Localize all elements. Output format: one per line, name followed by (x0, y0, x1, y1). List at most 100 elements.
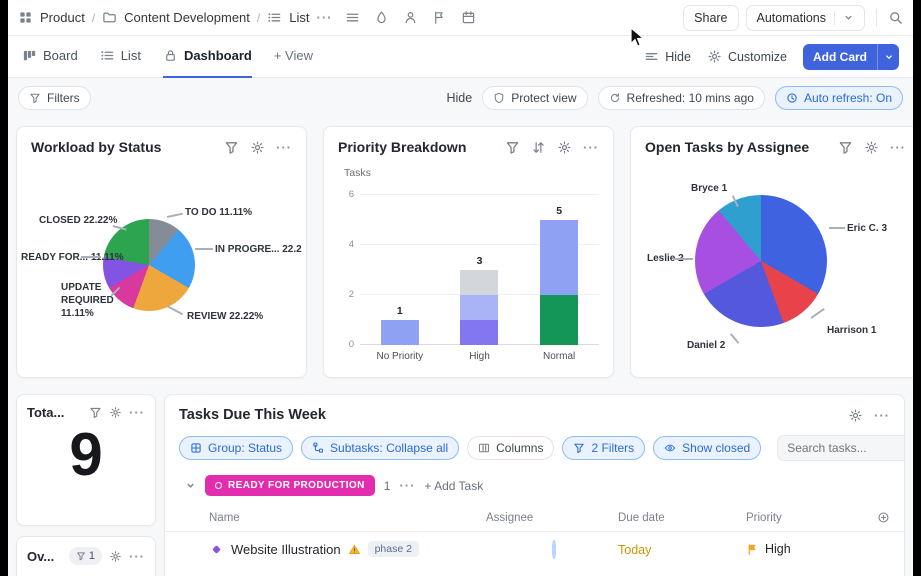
funnel-icon[interactable] (89, 406, 102, 419)
space-grid-icon[interactable] (18, 10, 33, 25)
add-card-dropdown-button[interactable] (877, 43, 899, 70)
show-closed-button[interactable]: Show closed (653, 436, 762, 460)
bar-segment[interactable] (540, 295, 579, 345)
ellipsis-icon[interactable]: ··· (583, 139, 599, 155)
sort-icon[interactable] (531, 140, 546, 155)
breadcrumb-product[interactable]: Product (40, 10, 85, 25)
group-by-button[interactable]: Group: Status (179, 436, 294, 460)
ellipsis-icon[interactable]: ··· (276, 139, 292, 155)
gear-icon[interactable] (864, 140, 879, 155)
card-title: Tota... (27, 405, 65, 420)
refreshed-button[interactable]: Refreshed: 10 mins ago (597, 86, 765, 110)
search-icon[interactable] (888, 10, 903, 25)
customize-button[interactable]: Customize (707, 49, 787, 64)
bar-high[interactable]: 3 (460, 255, 499, 345)
chevron-down-icon[interactable] (185, 480, 196, 491)
y-tick-label: 0 (348, 339, 354, 350)
ellipsis-icon[interactable]: ··· (129, 548, 145, 564)
filters-label: Filters (47, 91, 80, 105)
shield-icon (493, 92, 505, 104)
filter-row: Filters Hide Protect view Refreshed: 10 … (8, 78, 913, 118)
funnel-icon (573, 442, 585, 454)
gear-icon[interactable] (557, 140, 572, 155)
task-name[interactable]: Website Illustration (231, 541, 341, 557)
gear-icon[interactable] (109, 550, 122, 563)
droplet-icon[interactable] (374, 10, 389, 25)
assignee-pie[interactable] (695, 195, 827, 327)
list-icon (267, 10, 282, 25)
y-tick-label: 6 (348, 189, 354, 200)
hide-button[interactable]: Hide (446, 91, 473, 105)
breadcrumb-space[interactable]: Content Development (124, 10, 250, 25)
ellipsis-icon[interactable]: ··· (399, 478, 416, 493)
search-tasks-input[interactable] (777, 435, 904, 461)
funnel-icon (76, 551, 86, 561)
funnel-icon[interactable] (224, 140, 239, 155)
add-column-button[interactable] (866, 511, 890, 524)
status-badge[interactable]: READY FOR PRODUCTION (205, 475, 375, 496)
workload-pie[interactable] (103, 219, 195, 311)
person-icon[interactable] (403, 10, 418, 25)
lock-icon (163, 48, 178, 63)
auto-refresh-toggle[interactable]: Auto refresh: On (774, 86, 903, 110)
subtask-icon (312, 442, 324, 454)
task-tag[interactable]: phase 2 (367, 541, 419, 557)
bar-no-priority[interactable]: 1 (380, 305, 419, 345)
due-date[interactable]: Today (618, 542, 652, 557)
automations-button[interactable]: Automations (745, 4, 865, 31)
assignee-avatar[interactable] (552, 539, 556, 559)
filters-button[interactable]: 2 Filters (562, 436, 646, 460)
bar-normal[interactable]: 5 (540, 205, 579, 345)
share-button[interactable]: Share (683, 4, 739, 31)
card-total-tasks: Tota... ··· 9 (16, 394, 156, 526)
filter-count-badge[interactable]: 1 (68, 547, 102, 565)
gear-icon[interactable] (109, 406, 122, 419)
column-header-due-date[interactable]: Due date (618, 511, 665, 524)
column-header-name[interactable]: Name (209, 511, 240, 524)
funnel-icon[interactable] (838, 140, 853, 155)
add-card-button[interactable]: Add Card (803, 43, 877, 70)
column-header-assignee[interactable]: Assignee (486, 511, 534, 524)
bar-segment[interactable] (460, 295, 499, 320)
calendar-icon[interactable] (461, 10, 476, 25)
bar-segment[interactable] (460, 320, 499, 345)
leader-line (166, 212, 183, 218)
flag-icon[interactable] (432, 10, 447, 25)
protect-view-button[interactable]: Protect view (482, 86, 588, 110)
ellipsis-icon[interactable]: ··· (874, 407, 890, 423)
status-diamond-icon[interactable] (209, 542, 224, 557)
funnel-icon[interactable] (505, 140, 520, 155)
tab-dashboard[interactable]: Dashboard (162, 36, 252, 78)
bottom-left-column: Tota... ··· 9 Ov... 1 (16, 394, 156, 576)
protect-view-label: Protect view (511, 91, 577, 105)
hide-sidebar-button[interactable]: Hide (644, 49, 691, 64)
card-actions: ··· (838, 140, 906, 155)
breadcrumb-view[interactable]: List (289, 10, 310, 25)
subtasks-button[interactable]: Subtasks: Collapse all (301, 436, 460, 460)
ellipsis-icon[interactable]: ··· (890, 139, 906, 155)
tab-list[interactable]: List (100, 36, 141, 78)
filters-button[interactable]: Filters (18, 86, 91, 110)
gear-icon[interactable] (848, 408, 863, 423)
table-row[interactable]: Website Illustration phase 2 Today High (165, 532, 904, 566)
priority-value[interactable]: High (765, 542, 791, 556)
card-workload-by-status: Workload by Status ··· TO DO 11.11% CLOS… (16, 126, 307, 378)
bar-segment[interactable] (540, 220, 579, 295)
pie-label: Eric C. 3 (847, 223, 888, 234)
ellipsis-icon[interactable]: ··· (129, 405, 145, 420)
hamburger-icon[interactable] (345, 10, 360, 25)
add-task-row[interactable]: + Add Task (165, 566, 904, 576)
add-task-button[interactable]: + Add Task (424, 478, 484, 493)
bar-segment[interactable] (460, 270, 499, 295)
gear-icon (707, 49, 722, 64)
columns-button[interactable]: Columns (467, 436, 555, 460)
customize-label: Customize (727, 49, 787, 64)
breadcrumb-more-button[interactable]: ··· (316, 10, 333, 25)
column-header-priority[interactable]: Priority (746, 511, 782, 524)
add-view-button[interactable]: + View (274, 36, 313, 78)
card-header: Tota... ··· (17, 395, 155, 420)
automations-label: Automations (756, 10, 826, 25)
bar-segment[interactable] (380, 320, 419, 345)
tab-board[interactable]: Board (22, 36, 78, 78)
gear-icon[interactable] (250, 140, 265, 155)
